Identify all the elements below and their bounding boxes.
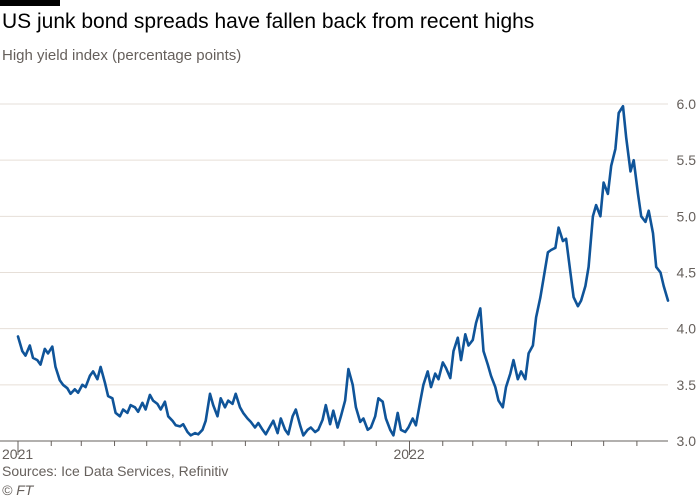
y-tick-label: 3.0 <box>677 433 697 449</box>
y-tick-label: 5.0 <box>677 208 697 224</box>
brand-bar <box>0 0 60 6</box>
line-chart: 3.0 3.5 4.0 4.5 5.0 5.5 6.0 2021 2022 <box>0 96 697 460</box>
x-tick-label: 2022 <box>394 446 425 460</box>
y-tick-label: 4.0 <box>677 321 697 337</box>
y-tick-label: 5.5 <box>677 152 697 168</box>
x-tick-label: 2021 <box>2 446 33 460</box>
chart-title: US junk bond spreads have fallen back fr… <box>2 10 535 33</box>
y-tick-label: 4.5 <box>677 265 697 281</box>
copyright-credit: © FT <box>2 482 34 498</box>
source-note: Sources: Ice Data Services, Refinitiv <box>2 463 229 479</box>
y-tick-label: 3.5 <box>677 377 697 393</box>
y-axis-ticks: 3.0 3.5 4.0 4.5 5.0 5.5 6.0 <box>677 96 697 449</box>
y-tick-label: 6.0 <box>677 96 697 112</box>
x-axis-ticks: 2021 2022 <box>2 441 638 460</box>
grid-lines <box>0 103 668 442</box>
chart-subtitle: High yield index (percentage points) <box>2 47 242 64</box>
series-line-high-yield <box>16 104 670 437</box>
